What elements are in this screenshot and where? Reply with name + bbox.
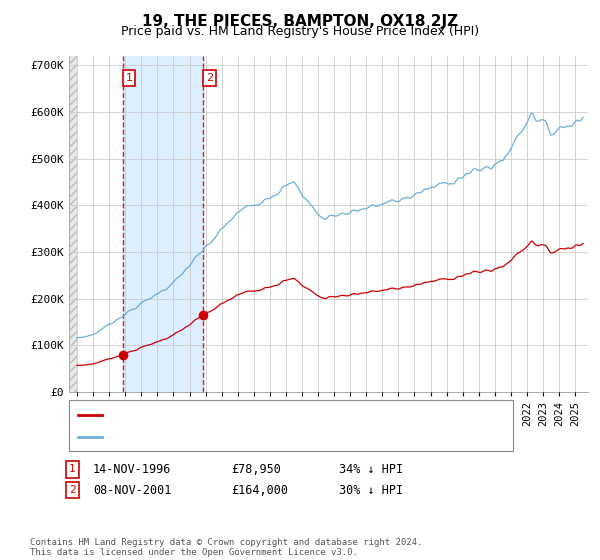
Text: 1: 1 [125,73,133,83]
Text: Contains HM Land Registry data © Crown copyright and database right 2024.
This d: Contains HM Land Registry data © Crown c… [30,538,422,557]
Text: 2: 2 [206,73,213,83]
Bar [123,56,203,392]
Text: 30% ↓ HPI: 30% ↓ HPI [339,483,403,497]
Text: 2: 2 [69,485,76,495]
Text: £78,950: £78,950 [231,463,281,476]
Bar [69,56,77,392]
Text: 19, THE PIECES, BAMPTON, OX18 2JZ (detached house): 19, THE PIECES, BAMPTON, OX18 2JZ (detac… [106,409,444,419]
Text: 08-NOV-2001: 08-NOV-2001 [93,483,172,497]
Text: 34% ↓ HPI: 34% ↓ HPI [339,463,403,476]
Text: Price paid vs. HM Land Registry's House Price Index (HPI): Price paid vs. HM Land Registry's House … [121,25,479,38]
Text: £164,000: £164,000 [231,483,288,497]
Text: 1: 1 [69,464,76,474]
Text: HPI: Average price, detached house, West Oxfordshire: HPI: Average price, detached house, West… [106,432,457,442]
Text: 14-NOV-1996: 14-NOV-1996 [93,463,172,476]
Text: 19, THE PIECES, BAMPTON, OX18 2JZ: 19, THE PIECES, BAMPTON, OX18 2JZ [142,14,458,29]
